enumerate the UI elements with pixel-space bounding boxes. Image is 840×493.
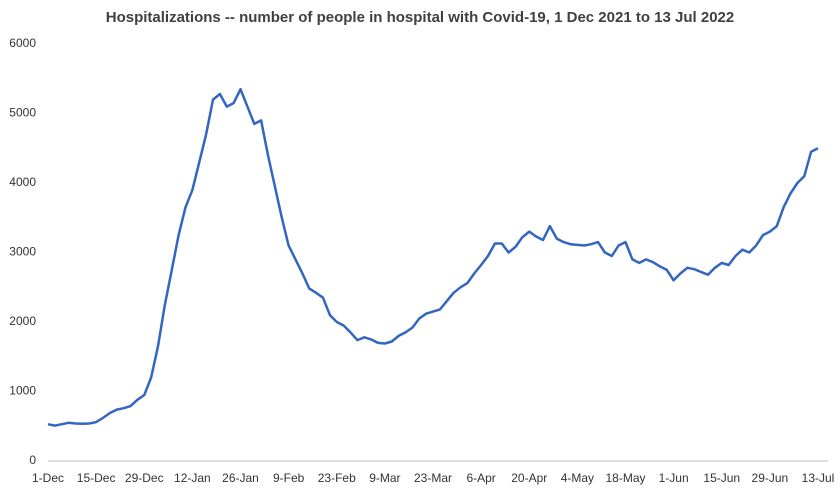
x-tick-label: 1-Dec (32, 471, 64, 485)
y-tick-label: 2000 (9, 314, 36, 328)
x-tick-label: 26-Jan (222, 471, 259, 485)
y-tick-label: 4000 (9, 175, 36, 189)
x-tick-label: 12-Jan (174, 471, 211, 485)
x-tick-label: 13-Jul (802, 471, 835, 485)
x-tick-label: 15-Dec (77, 471, 116, 485)
x-tick-label: 20-Apr (511, 471, 547, 485)
x-tick-label: 15-Jun (703, 471, 740, 485)
x-tick-label: 6-Apr (466, 471, 495, 485)
data-line (47, 87, 819, 427)
x-tick-label: 9-Mar (369, 471, 400, 485)
y-tick-label: 6000 (9, 36, 36, 50)
chart-title: Hospitalizations -- number of people in … (106, 9, 734, 26)
x-tick-label: 1-Jun (659, 471, 689, 485)
x-tick-label: 4-May (561, 471, 594, 485)
y-tick-label: 5000 (9, 106, 36, 120)
x-tick-label: 23-Feb (318, 471, 356, 485)
x-tick-label: 18-May (605, 471, 645, 485)
x-tick-label: 29-Dec (125, 471, 164, 485)
x-tick-label: 9-Feb (273, 471, 305, 485)
y-tick-label: 1000 (9, 384, 36, 398)
x-tick-label: 29-Jun (752, 471, 789, 485)
y-tick-label: 0 (29, 453, 36, 467)
y-tick-label: 3000 (9, 245, 36, 259)
x-tick-label: 23-Mar (414, 471, 452, 485)
